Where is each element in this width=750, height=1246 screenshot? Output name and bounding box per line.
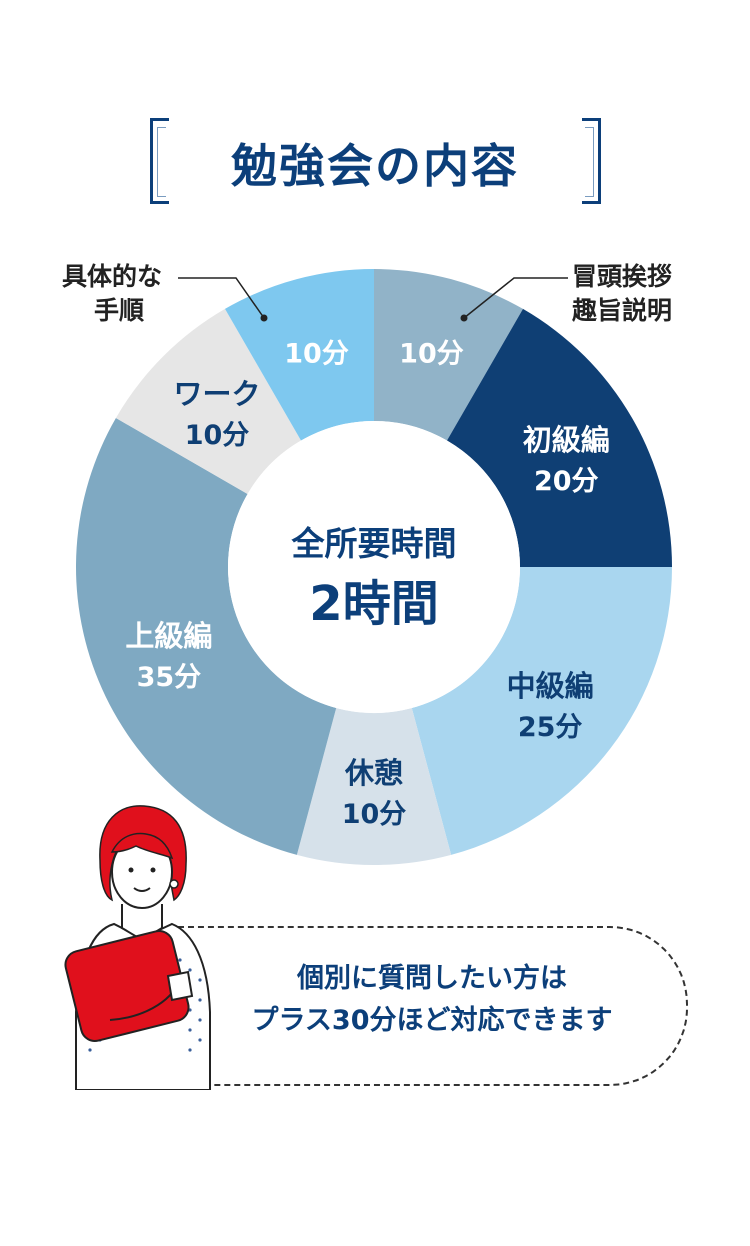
callout-left-line2: 手順 bbox=[94, 296, 145, 325]
slice-label-value-3: 10分 bbox=[342, 799, 407, 830]
callout-left-line1: 具体的な bbox=[62, 262, 163, 291]
speech-line1: 個別に質問したい方は bbox=[297, 963, 567, 994]
leader-dot-left bbox=[260, 314, 268, 322]
slice-label-name-1: 初級編 bbox=[523, 423, 610, 457]
title-area: 勉強会の内容 bbox=[0, 118, 750, 208]
donut-slices bbox=[75, 269, 672, 865]
callout-right: 冒頭挨拶 趣旨説明 bbox=[572, 260, 672, 328]
slice-label-name-5: ワーク bbox=[174, 377, 261, 411]
slice-label-value-6: 10分 bbox=[284, 339, 349, 370]
leader-line-right bbox=[463, 277, 568, 319]
donut-hole bbox=[228, 421, 520, 713]
callout-right-line2: 趣旨説明 bbox=[572, 296, 673, 325]
slice-label-value-4: 35分 bbox=[137, 662, 202, 693]
slice-label-value-5: 10分 bbox=[185, 420, 250, 451]
speech-line2: プラス30分ほど対応できます bbox=[251, 1005, 613, 1036]
callout-right-line1: 冒頭挨拶 bbox=[572, 262, 673, 291]
slice-label-value-2: 25分 bbox=[518, 712, 583, 743]
right-bracket bbox=[582, 118, 601, 204]
donut-slice-3 bbox=[296, 708, 452, 865]
slice-label-value-0: 10分 bbox=[399, 339, 464, 370]
slice-label-value-1: 20分 bbox=[534, 466, 599, 497]
center-label-total: 全所要時間 bbox=[291, 524, 457, 563]
callout-leaders bbox=[178, 277, 568, 322]
speech-text: 個別に質問したい方は プラス30分ほど対応できます bbox=[178, 958, 686, 1042]
woman-illustration bbox=[64, 805, 211, 1090]
slice-label-name-2: 中級編 bbox=[507, 669, 594, 703]
slice-label-name-4: 上級編 bbox=[125, 619, 212, 653]
center-label-duration: 2時間 bbox=[309, 576, 438, 632]
leader-dot-right bbox=[460, 314, 468, 322]
donut-slice-5 bbox=[115, 308, 301, 494]
callout-left: 具体的な 手順 bbox=[62, 260, 162, 328]
donut-slice-1 bbox=[447, 308, 672, 567]
left-bracket bbox=[150, 118, 169, 204]
donut-slice-2 bbox=[411, 567, 672, 855]
leader-line-left bbox=[178, 277, 265, 319]
page-title: 勉強会の内容 bbox=[231, 139, 519, 193]
speech-bubble bbox=[178, 926, 688, 1086]
donut-slice-0 bbox=[374, 269, 523, 441]
slice-label-name-3: 休憩 bbox=[344, 756, 403, 790]
donut-slice-4 bbox=[75, 418, 337, 855]
donut-slice-6 bbox=[225, 269, 374, 441]
